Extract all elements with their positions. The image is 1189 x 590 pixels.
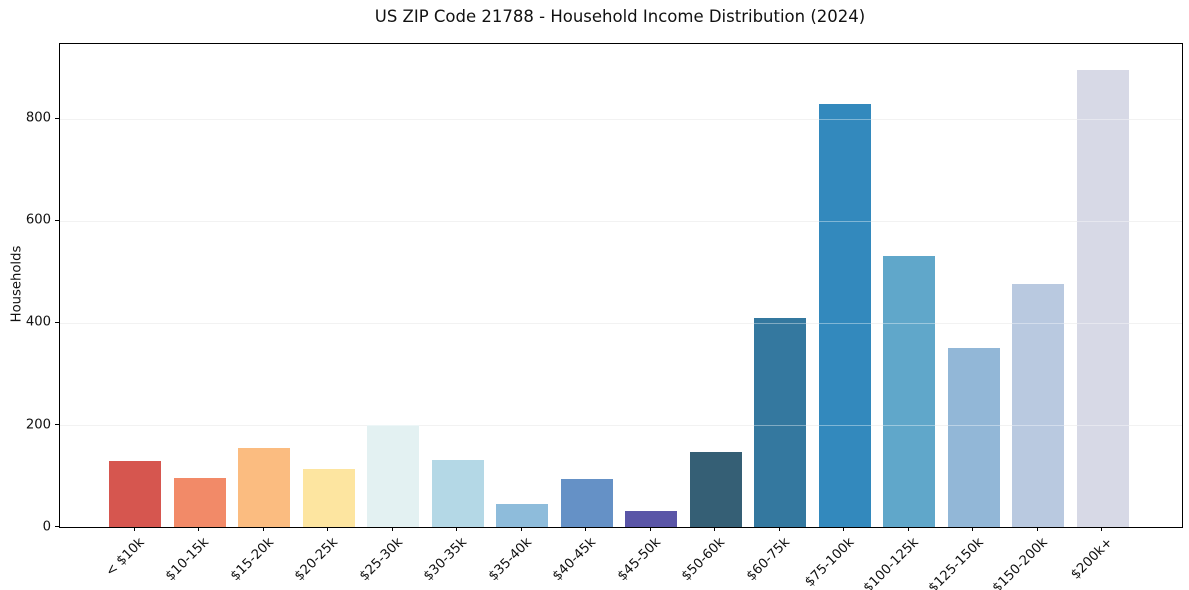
xtick-mark-$45-50k <box>649 527 651 532</box>
gridline-overlay-200 <box>60 424 1182 426</box>
xtick-label-$45-50k: $45-50k <box>614 535 664 585</box>
xtick-label-< $10k: < $10k <box>103 535 148 580</box>
gridline-200 <box>60 424 1182 426</box>
ytick-mark-200 <box>55 423 59 426</box>
xtick-mark-$125-150k <box>972 527 974 532</box>
ytick-label-800: 800 <box>25 110 51 126</box>
bar-$60-75k <box>754 318 807 527</box>
xtick-label-$25-30k: $25-30k <box>356 535 406 585</box>
xtick-label-$60-75k: $60-75k <box>743 535 793 585</box>
bar-$15-20k <box>238 448 291 527</box>
bar-$125-150k <box>947 348 1000 527</box>
xtick-mark-$25-30k <box>391 527 393 532</box>
ytick-label-400: 400 <box>25 314 51 330</box>
plot-area <box>59 43 1183 528</box>
bar-$25-30k <box>367 424 420 527</box>
xtick-mark-$60-75k <box>778 527 780 532</box>
bar-$35-40k <box>496 503 549 527</box>
gridline-overlay-400 <box>60 322 1182 324</box>
ytick-mark-800 <box>55 117 59 119</box>
xtick-label-$30-35k: $30-35k <box>421 535 471 585</box>
xtick-label-$15-20k: $15-20k <box>227 535 277 585</box>
gridline-800 <box>60 118 1182 120</box>
xtick-label-$10-15k: $10-15k <box>163 535 213 585</box>
xtick-mark-$75-100k <box>843 527 845 532</box>
bar-$10-15k <box>173 478 226 527</box>
gridline-400 <box>60 322 1182 324</box>
y-axis-label: Households <box>9 245 25 323</box>
xtick-label-$50-60k: $50-60k <box>679 535 729 585</box>
ytick-label-600: 600 <box>25 212 51 228</box>
xtick-mark-$10-15k <box>198 527 200 532</box>
xtick-mark-$200k+ <box>1101 527 1103 532</box>
xtick-label-$200k+: $200k+ <box>1067 535 1116 583</box>
bar-$40-45k <box>560 479 613 527</box>
xtick-label-$40-45k: $40-45k <box>550 535 600 585</box>
bar-$100-125k <box>883 255 936 527</box>
xtick-mark-$35-40k <box>520 527 522 532</box>
xtick-label-$125-150k: $125-150k <box>925 535 987 590</box>
bar-< $10k <box>109 460 162 527</box>
xtick-mark-$15-20k <box>262 527 264 532</box>
ytick-label-200: 200 <box>25 417 51 433</box>
xtick-mark-$150-200k <box>1036 527 1038 532</box>
bar-$150-200k <box>1012 283 1065 527</box>
bar-$200k+ <box>1076 70 1129 527</box>
xtick-label-$100-125k: $100-125k <box>861 535 922 590</box>
bar-$50-60k <box>689 451 742 527</box>
gridline-600 <box>60 220 1182 222</box>
xtick-mark-$50-60k <box>714 527 716 532</box>
xtick-label-$75-100k: $75-100k <box>802 535 858 590</box>
bar-$30-35k <box>431 459 484 527</box>
xtick-mark-< $10k <box>133 527 135 532</box>
xtick-label-$20-25k: $20-25k <box>292 535 342 585</box>
xtick-mark-$20-25k <box>327 527 329 532</box>
ytick-label-0: 0 <box>42 519 51 535</box>
xtick-mark-$30-35k <box>456 527 458 532</box>
xtick-label-$35-40k: $35-40k <box>485 535 535 585</box>
chart-title: US ZIP Code 21788 - Household Income Dis… <box>374 7 866 26</box>
xtick-mark-$100-125k <box>907 527 909 532</box>
ytick-mark-400 <box>55 321 59 323</box>
gridline-overlay-800 <box>60 118 1182 120</box>
ytick-mark-0 <box>55 526 59 528</box>
gridline-overlay-600 <box>60 220 1182 222</box>
bar-$45-50k <box>625 511 678 527</box>
xtick-label-$150-200k: $150-200k <box>990 535 1051 590</box>
bar-$75-100k <box>818 104 871 527</box>
bar-$20-25k <box>302 469 355 527</box>
ytick-mark-600 <box>55 219 59 221</box>
xtick-mark-$40-45k <box>585 527 587 532</box>
